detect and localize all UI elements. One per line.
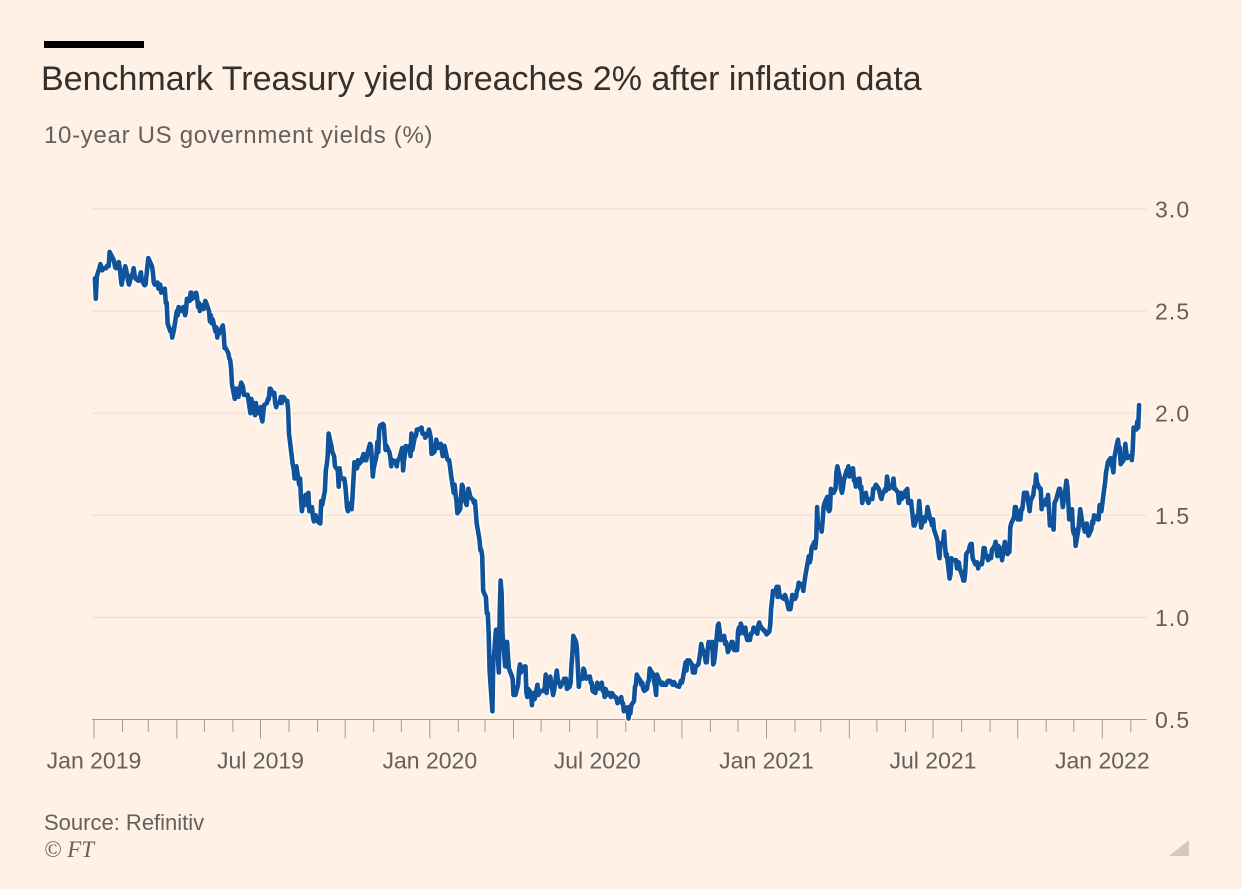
svg-text:Jan 2022: Jan 2022	[1055, 748, 1150, 774]
svg-text:10-year US government yields (: 10-year US government yields (%)	[44, 122, 433, 149]
svg-text:Jul 2021: Jul 2021	[890, 748, 977, 774]
svg-text:3.0: 3.0	[1155, 197, 1190, 223]
svg-text:1.5: 1.5	[1155, 503, 1190, 529]
svg-text:Source: Refinitiv: Source: Refinitiv	[44, 810, 204, 835]
svg-text:2.0: 2.0	[1155, 401, 1190, 427]
svg-text:Jan 2021: Jan 2021	[719, 748, 814, 774]
svg-text:Jul 2019: Jul 2019	[217, 748, 304, 774]
svg-text:Jul 2020: Jul 2020	[554, 748, 641, 774]
svg-text:Jan 2019: Jan 2019	[47, 748, 142, 774]
svg-text:Benchmark Treasury yield breac: Benchmark Treasury yield breaches 2% aft…	[41, 60, 922, 98]
svg-text:0.5: 0.5	[1155, 707, 1190, 733]
svg-text:2.5: 2.5	[1155, 299, 1190, 325]
svg-text:© FT: © FT	[44, 837, 96, 862]
svg-text:Jan 2020: Jan 2020	[382, 748, 477, 774]
svg-text:1.0: 1.0	[1155, 605, 1190, 631]
